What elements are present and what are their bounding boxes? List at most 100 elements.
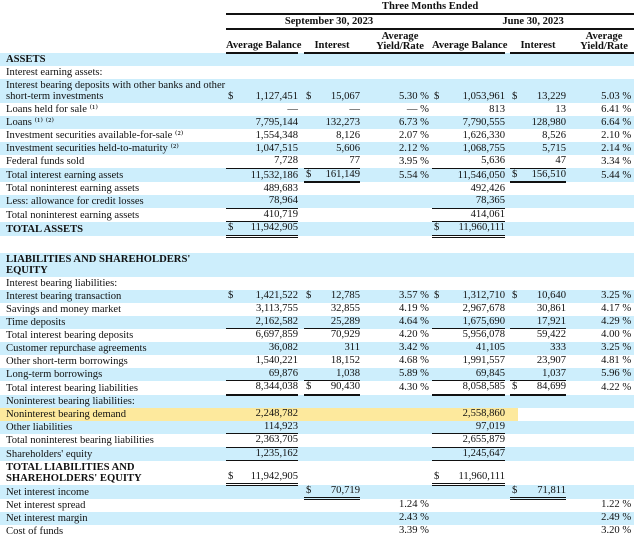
currency-sign-cell <box>432 155 446 169</box>
currency-sign-cell <box>510 420 524 434</box>
currency-sign-cell <box>432 103 446 116</box>
yield-sep-cell <box>360 221 432 236</box>
yield-sep-cell <box>360 252 432 277</box>
table-row: Noninterest bearing liabilities: <box>0 394 635 408</box>
interest-jun-cell: 84,699 <box>524 380 566 396</box>
row-label: Noninterest bearing demand <box>0 407 226 421</box>
avg-balance-jun-cell: 7,790,555 <box>446 116 505 129</box>
currency-sign-cell <box>226 182 240 195</box>
currency-sign-cell <box>510 341 524 355</box>
currency-sign-cell <box>432 341 446 355</box>
currency-sign-cell <box>226 168 240 182</box>
yield-jun-cell <box>566 461 634 485</box>
row-label: Noninterest bearing liabilities: <box>0 394 226 408</box>
row-label: Shareholders' equity <box>0 447 226 461</box>
yield-sep-cell <box>360 277 432 290</box>
avg-balance-jun-cell: 414,061 <box>446 208 505 222</box>
currency-sign-cell <box>304 355 318 368</box>
interest-sep-cell <box>318 66 360 79</box>
avg-balance-sep-cell: 2,363,705 <box>240 433 298 448</box>
currency-sign-cell <box>510 116 524 129</box>
interest-jun-cell: 8,526 <box>542 129 566 141</box>
interest-jun-cell <box>524 511 566 525</box>
currency-sign-cell <box>510 208 524 222</box>
interest-sep-cell <box>318 182 360 195</box>
yield-jun-cell: 1.22 % <box>601 499 632 510</box>
avg-balance-sep-cell: 7,728 <box>240 155 298 169</box>
yield-jun-cell: 6.64 % <box>566 116 635 129</box>
currency-sign-cell <box>432 303 446 316</box>
avg-balance-jun-cell <box>446 394 505 408</box>
currency-sign-cell <box>226 195 240 209</box>
table-row: Time deposits 2,162,582 25,289 4.64 % 1,675,… <box>0 315 635 329</box>
currency-sign-cell <box>432 116 446 129</box>
currency-sign-cell <box>432 380 446 396</box>
currency-sign-cell <box>510 329 524 342</box>
col-header-avg-balance: Average Balance <box>432 29 507 54</box>
yield-jun-cell: 3.34 % <box>601 155 632 167</box>
interest-jun-cell: 59,422 <box>536 329 566 340</box>
currency-sign-cell <box>304 511 318 525</box>
interest-jun-cell <box>524 208 566 222</box>
col-header-yield: Average Yield/Rate <box>566 29 635 54</box>
avg-balance-sep-cell: 3,113,755 <box>256 303 298 314</box>
avg-balance-sep-cell <box>240 499 298 512</box>
period-group-header: Three Months Ended <box>226 0 635 15</box>
currency-sign-cell <box>226 116 240 129</box>
currency-sign-cell <box>226 407 240 421</box>
avg-balance-jun-cell <box>446 484 505 499</box>
interest-sep-cell: 70,719 <box>318 484 360 500</box>
avg-balance-jun-cell <box>446 66 505 79</box>
table-row: ASSETS <box>0 53 635 66</box>
interest-sep-cell <box>318 407 360 421</box>
interest-jun-cell <box>524 221 566 236</box>
yield-sep-cell <box>360 195 432 208</box>
avg-balance-jun-cell <box>446 525 505 538</box>
table-row: LIABILITIES AND SHAREHOLDERS' EQUITY <box>0 252 635 277</box>
avg-balance-jun-cell: 11,960,111 <box>446 221 505 238</box>
currency-sign-cell <box>304 315 318 329</box>
yield-sep-cell <box>360 53 432 66</box>
table-row: Net interest spread 1.24 % 1.22 % <box>0 499 634 512</box>
currency-sign-cell <box>226 277 240 290</box>
interest-sep-cell <box>318 525 360 538</box>
currency-sign-cell <box>510 461 524 485</box>
interest-sep-cell <box>318 511 360 525</box>
yield-sep-cell: 3.39 % <box>398 525 429 536</box>
yield-jun-cell: 6.41 % <box>601 103 632 115</box>
yield-jun-cell: 3.25 % <box>566 341 635 355</box>
currency-sign-cell <box>510 182 524 195</box>
avg-balance-sep-cell: 11,942,905 <box>240 460 298 486</box>
table-row: Interest bearing transaction $1,421,522 $1… <box>0 289 635 303</box>
currency-sign-cell <box>304 277 318 290</box>
interest-jun-cell: 1,037 <box>524 367 566 381</box>
row-label: Less: allowance for credit losses <box>0 195 226 208</box>
row-label: Interest earning assets: <box>6 67 103 78</box>
interest-sep-cell <box>318 434 360 448</box>
interest-jun-cell <box>524 53 566 66</box>
yield-sep-cell: — % <box>406 103 429 115</box>
currency-sign-cell <box>304 142 318 155</box>
avg-balance-sep-cell: 1,127,451 <box>240 79 298 103</box>
avg-balance-sep-cell: 1,540,221 <box>255 355 298 366</box>
yield-jun-cell <box>566 208 634 222</box>
currency-sign-cell <box>510 103 524 116</box>
currency-sign-cell <box>432 420 446 434</box>
currency-sign-cell <box>510 195 524 208</box>
currency-sign-cell <box>226 367 240 381</box>
yield-sep-cell: 4.64 % <box>360 315 432 329</box>
avg-balance-jun-cell: 2,655,879 <box>446 433 505 448</box>
currency-sign-cell <box>432 168 446 182</box>
currency-sign-cell <box>510 525 524 538</box>
yield-sep-cell: 1.24 % <box>398 499 429 510</box>
currency-sign-cell <box>432 367 446 381</box>
yield-jun-cell <box>566 195 635 208</box>
avg-balance-jun-cell: 11,546,050 <box>446 168 505 182</box>
avg-balance-jun-cell: 41,105 <box>446 341 505 355</box>
interest-sep-cell: 77 <box>318 155 360 169</box>
interest-jun-cell: 156,510 <box>524 168 566 183</box>
interest-jun-cell <box>524 408 566 421</box>
interest-sep-cell: 311 <box>318 341 360 355</box>
avg-balance-sep-cell: 114,923 <box>240 420 298 434</box>
avg-balance-sep-cell: 6,697,859 <box>255 329 298 340</box>
